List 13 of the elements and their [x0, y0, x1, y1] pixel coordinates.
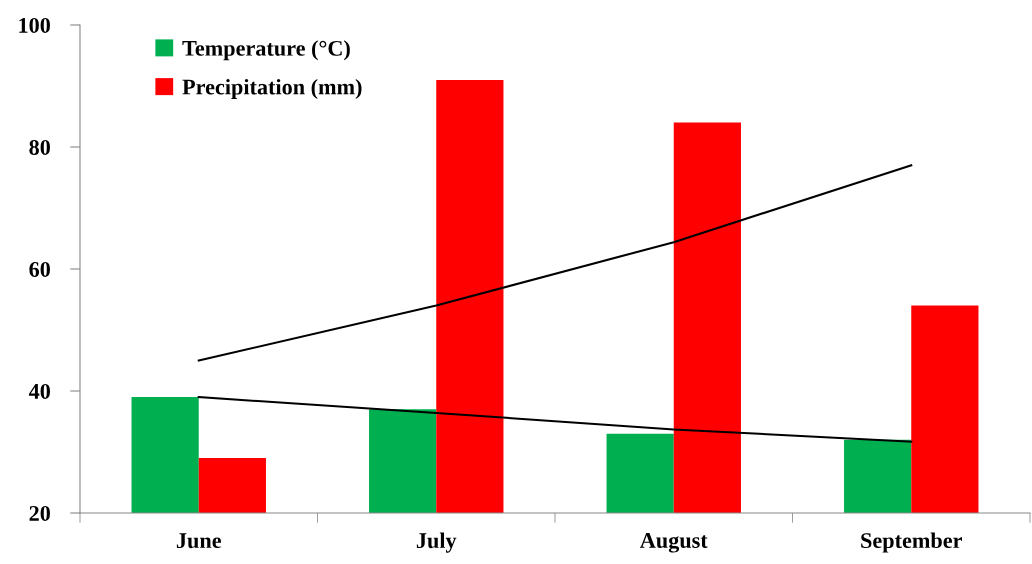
- line-series: [197, 164, 913, 362]
- y-tick-label: 20: [29, 505, 50, 521]
- y-tick-label: 40: [28, 383, 50, 399]
- legend-label: Temperature (°C): [182, 40, 350, 61]
- y-tick-label: 100: [19, 17, 50, 33]
- x-tick-label: June: [176, 533, 222, 549]
- x-tick-label: July: [416, 532, 457, 553]
- y-tick-label: 80: [29, 139, 50, 155]
- legend-label: Precipitation (mm): [182, 78, 362, 100]
- line-series: [197, 396, 913, 443]
- x-tick-label: August: [640, 533, 708, 553]
- x-tick-label: September: [861, 532, 962, 553]
- y-tick-label: 60: [29, 261, 50, 277]
